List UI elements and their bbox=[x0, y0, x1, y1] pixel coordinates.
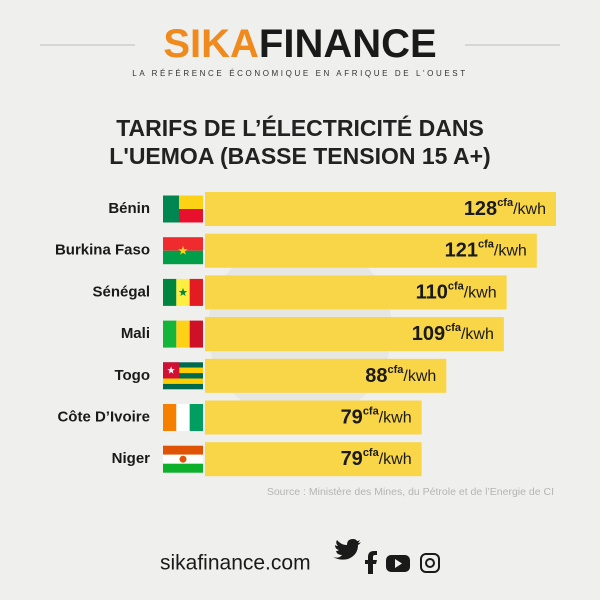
value-number: 110 bbox=[416, 282, 448, 304]
value-suffix: /kwh bbox=[461, 326, 494, 343]
flag-part bbox=[163, 404, 177, 431]
category-label: Mali bbox=[121, 325, 150, 342]
value-unit: cfa bbox=[363, 405, 380, 417]
flag-part bbox=[163, 463, 203, 473]
flag-part bbox=[189, 320, 203, 348]
flag-part bbox=[163, 367, 203, 374]
value-unit: cfa bbox=[388, 364, 405, 376]
value-suffix: /kwh bbox=[379, 451, 412, 468]
value-unit: cfa bbox=[448, 280, 465, 292]
flag-part bbox=[189, 278, 203, 306]
value-unit: cfa bbox=[497, 197, 514, 209]
value-label: 121cfa/kwh bbox=[445, 239, 527, 262]
chart-title: L'UEMOA (BASSE TENSION 15 A+) bbox=[109, 143, 490, 169]
bar bbox=[205, 400, 422, 435]
category-label: Burkina Faso bbox=[55, 242, 150, 259]
bar bbox=[205, 358, 447, 393]
flag-part bbox=[163, 362, 203, 368]
flag-part bbox=[163, 278, 177, 306]
flag-star bbox=[178, 287, 188, 297]
value-number: 109 bbox=[412, 323, 445, 345]
value-label: 88cfa/kwh bbox=[365, 364, 436, 387]
value-unit: cfa bbox=[478, 239, 495, 251]
youtube-play bbox=[395, 559, 402, 568]
flag-part bbox=[163, 195, 179, 223]
instagram-icon[interactable] bbox=[420, 553, 440, 573]
value-number: 79 bbox=[341, 448, 363, 470]
category-label: Bénin bbox=[108, 200, 150, 217]
flag-part bbox=[163, 373, 203, 379]
value-suffix: /kwh bbox=[403, 368, 436, 385]
flag-part bbox=[176, 404, 190, 431]
flag-part bbox=[179, 455, 187, 463]
flag-part bbox=[163, 250, 203, 265]
logo: SIKAFINANCE bbox=[163, 22, 436, 66]
value-suffix: /kwh bbox=[494, 243, 527, 260]
bar bbox=[205, 317, 504, 352]
category-label: Sénégal bbox=[92, 283, 150, 300]
value-unit: cfa bbox=[445, 322, 462, 334]
value-label: 79cfa/kwh bbox=[341, 405, 412, 428]
instagram-lens bbox=[425, 558, 435, 568]
tagline: LA RÉFÉRENCE ÉCONOMIQUE EN AFRIQUE DE L'… bbox=[132, 69, 467, 78]
category-label: Côte D’Ivoire bbox=[57, 408, 150, 425]
flag-part bbox=[163, 383, 203, 390]
flag-part bbox=[189, 404, 203, 431]
source: Source : Ministère des Mines, du Pétrole… bbox=[267, 486, 554, 498]
value-number: 79 bbox=[341, 407, 363, 429]
bar bbox=[205, 233, 537, 268]
flag-star bbox=[167, 366, 175, 374]
footer-site: sikafinance.com bbox=[160, 552, 311, 575]
flags bbox=[163, 195, 203, 473]
bar bbox=[205, 192, 556, 226]
twitter-icon[interactable] bbox=[333, 539, 361, 560]
flag-part bbox=[163, 320, 177, 348]
value-number: 88 bbox=[365, 365, 387, 387]
value-suffix: /kwh bbox=[464, 285, 497, 302]
bar bbox=[205, 442, 422, 477]
flag-star bbox=[178, 245, 188, 255]
chart-title: TARIFS DE L’ÉLECTRICITÉ DANS bbox=[116, 114, 484, 141]
value-label: 110cfa/kwh bbox=[416, 280, 497, 303]
facebook-icon[interactable] bbox=[365, 551, 377, 574]
flag-part bbox=[176, 320, 190, 348]
value-suffix: /kwh bbox=[513, 201, 546, 218]
flag-part bbox=[163, 445, 203, 455]
logo-sika: SIKA bbox=[163, 22, 259, 66]
value-label: 109cfa/kwh bbox=[412, 322, 494, 345]
flag-part bbox=[163, 378, 203, 384]
value-unit: cfa bbox=[363, 447, 380, 459]
category-label: Togo bbox=[114, 367, 150, 384]
value-number: 121 bbox=[445, 240, 478, 262]
bar bbox=[205, 275, 507, 310]
value-label: 79cfa/kwh bbox=[341, 447, 412, 470]
value-number: 128 bbox=[464, 198, 497, 220]
category-label: Niger bbox=[112, 450, 151, 467]
flag-part bbox=[163, 237, 203, 251]
value-suffix: /kwh bbox=[379, 410, 412, 427]
value-label: 128cfa/kwh bbox=[464, 197, 546, 220]
social-icons bbox=[333, 539, 440, 574]
logo-finance: FINANCE bbox=[259, 22, 437, 66]
